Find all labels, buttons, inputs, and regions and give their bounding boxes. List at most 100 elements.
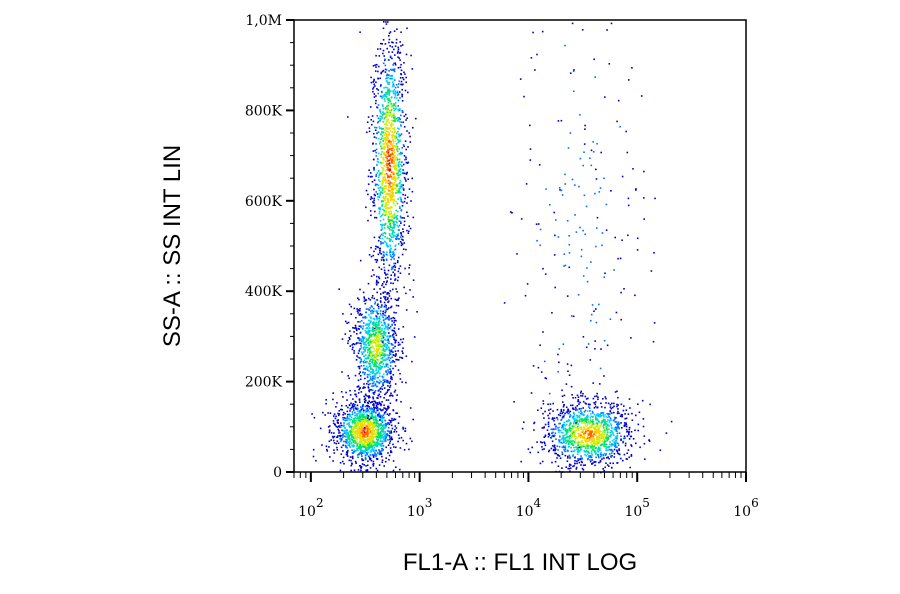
data-point: [379, 115, 381, 118]
data-point: [570, 428, 572, 430]
data-point: [381, 137, 383, 139]
data-point: [594, 395, 596, 398]
data-point: [341, 460, 344, 463]
data-point: [387, 318, 389, 320]
data-point: [369, 321, 372, 323]
data-point: [375, 407, 378, 410]
data-point: [361, 442, 364, 444]
data-point: [361, 418, 363, 421]
data-point: [346, 399, 348, 401]
data-point: [384, 179, 386, 181]
data-point: [393, 249, 396, 251]
data-point: [386, 341, 389, 343]
data-point: [345, 453, 348, 456]
data-point: [380, 432, 382, 435]
data-point: [375, 216, 378, 219]
data-point: [563, 265, 565, 267]
data-point: [391, 191, 394, 193]
data-point: [363, 364, 365, 367]
data-point: [345, 405, 348, 407]
data-point: [373, 444, 375, 447]
data-point: [382, 349, 384, 351]
data-point: [391, 219, 393, 222]
data-point: [369, 378, 372, 380]
data-point: [593, 402, 595, 404]
data-point: [377, 414, 379, 416]
data-point: [354, 430, 356, 433]
data-point: [596, 444, 599, 446]
data-point: [373, 199, 375, 202]
data-point: [564, 438, 566, 440]
data-point: [378, 320, 381, 323]
data-point: [355, 395, 358, 398]
data-point: [600, 425, 602, 427]
data-point: [389, 176, 391, 178]
data-point: [347, 340, 350, 342]
data-point: [577, 435, 580, 438]
data-point: [386, 354, 389, 356]
data-point: [354, 393, 356, 396]
data-point: [383, 431, 386, 433]
data-point: [385, 123, 387, 125]
data-point: [339, 434, 341, 437]
data-point: [400, 436, 403, 439]
data-point: [383, 143, 385, 145]
data-point: [549, 204, 551, 206]
data-point: [385, 187, 387, 189]
data-point: [593, 443, 596, 446]
data-point: [398, 83, 400, 85]
data-point: [614, 391, 617, 393]
data-point: [534, 69, 536, 71]
data-point: [382, 189, 385, 191]
data-point: [389, 240, 391, 242]
data-point: [364, 432, 367, 435]
data-point: [393, 319, 396, 322]
data-point: [395, 446, 397, 449]
data-point: [597, 451, 599, 453]
data-point: [374, 360, 376, 362]
data-point: [366, 424, 368, 427]
data-point: [388, 91, 390, 94]
data-point: [342, 456, 345, 459]
data-point: [385, 95, 387, 98]
data-point: [572, 415, 574, 418]
data-point: [563, 394, 566, 397]
data-point: [569, 72, 572, 74]
data-point: [380, 241, 382, 243]
data-point: [382, 213, 384, 216]
data-point: [380, 146, 383, 148]
data-point: [358, 298, 360, 301]
data-point: [401, 110, 404, 112]
data-point: [371, 371, 373, 373]
data-point: [590, 430, 593, 433]
data-point: [388, 436, 391, 438]
data-point: [392, 271, 394, 274]
data-point: [384, 332, 386, 334]
data-point: [383, 359, 385, 362]
data-point: [381, 434, 384, 437]
data-point: [402, 326, 405, 328]
data-point: [348, 434, 351, 437]
data-point: [345, 430, 348, 432]
data-point: [377, 303, 379, 305]
data-point: [360, 435, 363, 438]
data-point: [358, 411, 361, 414]
data-point: [375, 332, 377, 335]
data-point: [548, 409, 550, 411]
data-point: [364, 451, 366, 453]
data-point: [567, 440, 569, 442]
data-point: [379, 443, 382, 445]
data-point: [375, 317, 378, 319]
data-point: [388, 141, 391, 144]
data-point: [609, 413, 611, 415]
data-point: [384, 334, 387, 337]
data-point: [551, 312, 553, 314]
data-point: [412, 216, 415, 219]
data-point: [578, 411, 580, 413]
data-point: [358, 437, 361, 440]
data-point: [396, 236, 398, 238]
data-point: [388, 133, 391, 136]
data-point: [383, 411, 386, 414]
data-point: [388, 211, 390, 214]
data-point: [569, 421, 572, 424]
